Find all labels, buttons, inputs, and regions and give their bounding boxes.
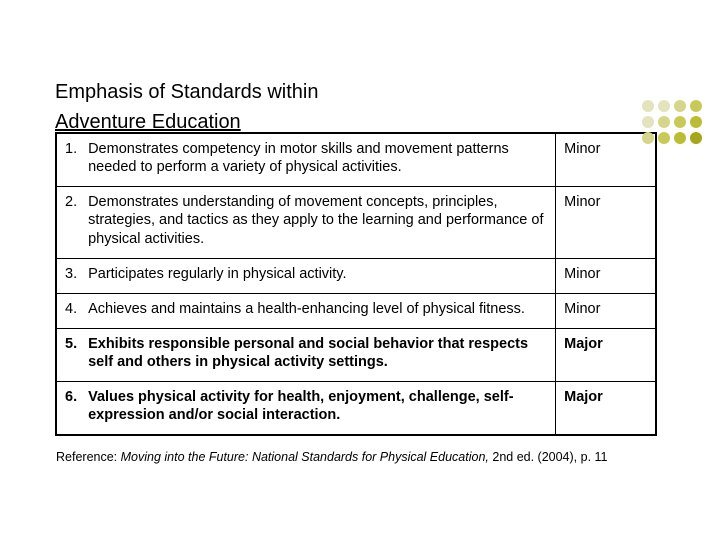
row-emphasis: Minor xyxy=(556,133,656,187)
row-description: Demonstrates competency in motor skills … xyxy=(84,133,556,187)
table-row: 3.Participates regularly in physical act… xyxy=(56,258,656,293)
dot xyxy=(658,116,670,128)
dot xyxy=(658,132,670,144)
slide-content: Emphasis of Standards within Adventure E… xyxy=(0,0,720,464)
dot xyxy=(690,132,702,144)
table-row: 6.Values physical activity for health, e… xyxy=(56,382,656,436)
row-description: Participates regularly in physical activ… xyxy=(84,258,556,293)
dot xyxy=(674,116,686,128)
reference-suffix: 2nd ed. (2004), p. 11 xyxy=(489,450,608,464)
dot xyxy=(690,116,702,128)
reference-citation: Reference: Moving into the Future: Natio… xyxy=(55,450,670,464)
reference-prefix: Reference: xyxy=(56,450,121,464)
reference-title: Moving into the Future: National Standar… xyxy=(121,450,489,464)
dot xyxy=(674,132,686,144)
dot xyxy=(642,116,654,128)
row-emphasis: Major xyxy=(556,328,656,381)
row-description: Achieves and maintains a health-enhancin… xyxy=(84,293,556,328)
table-row: 2.Demonstrates understanding of movement… xyxy=(56,187,656,258)
dot xyxy=(690,100,702,112)
row-number: 6. xyxy=(56,382,84,436)
row-description: Demonstrates understanding of movement c… xyxy=(84,187,556,258)
row-number: 5. xyxy=(56,328,84,381)
row-number: 2. xyxy=(56,187,84,258)
dot xyxy=(642,132,654,144)
row-description: Exhibits responsible personal and social… xyxy=(84,328,556,381)
decorative-dots xyxy=(642,100,702,144)
row-number: 3. xyxy=(56,258,84,293)
slide-title-line2: Adventure Education xyxy=(55,111,670,134)
table-row: 4.Achieves and maintains a health-enhanc… xyxy=(56,293,656,328)
table-row: 5.Exhibits responsible personal and soci… xyxy=(56,328,656,381)
row-emphasis: Minor xyxy=(556,258,656,293)
row-description: Values physical activity for health, enj… xyxy=(84,382,556,436)
row-number: 4. xyxy=(56,293,84,328)
table-row: 1.Demonstrates competency in motor skill… xyxy=(56,133,656,187)
dot xyxy=(642,100,654,112)
row-emphasis: Major xyxy=(556,382,656,436)
row-emphasis: Minor xyxy=(556,187,656,258)
slide-title-line1: Emphasis of Standards within xyxy=(55,78,670,107)
dot xyxy=(674,100,686,112)
standards-table: 1.Demonstrates competency in motor skill… xyxy=(55,132,657,436)
row-number: 1. xyxy=(56,133,84,187)
row-emphasis: Minor xyxy=(556,293,656,328)
dot xyxy=(658,100,670,112)
